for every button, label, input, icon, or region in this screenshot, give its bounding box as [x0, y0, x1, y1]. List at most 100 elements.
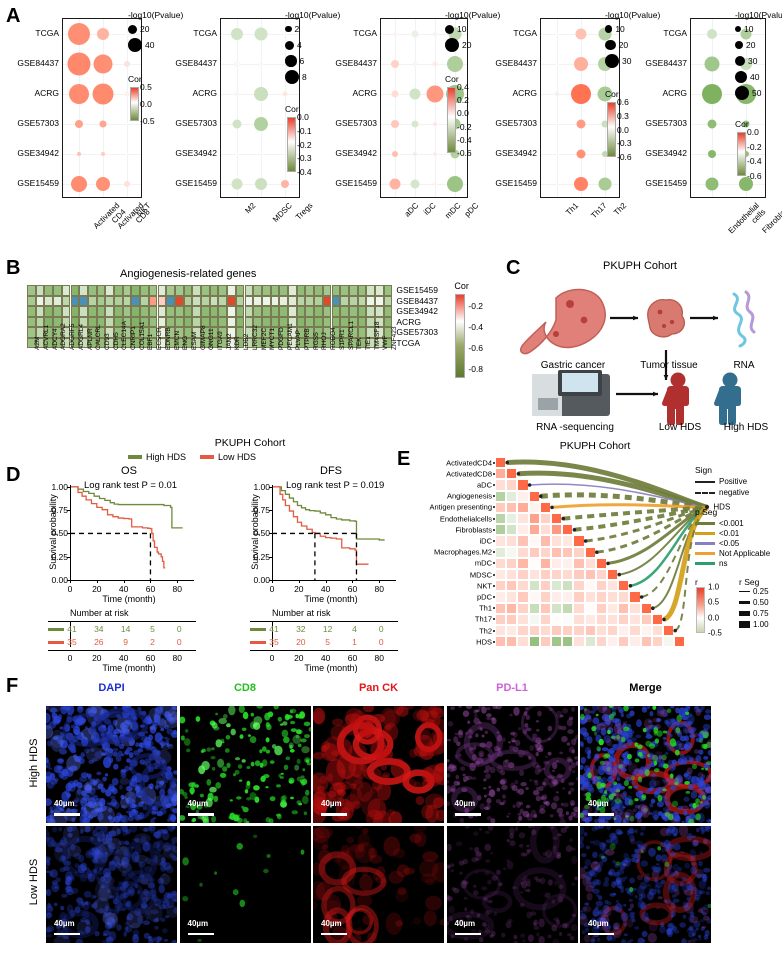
km-risk-x-tick: 40	[118, 653, 129, 663]
corr-matrix-cell	[495, 524, 507, 536]
heatmap-cell	[235, 327, 245, 338]
pvalue-legend-value: 10	[615, 24, 625, 34]
corr-matrix-cell	[528, 490, 540, 502]
corr-matrix-cell	[551, 602, 563, 614]
pseg-legend-swatch	[695, 532, 715, 535]
corr-matrix-cell	[663, 625, 675, 637]
dotplot-row-label: TCGA	[193, 28, 217, 38]
heatmap-cell	[261, 327, 271, 338]
heatmap-cell	[44, 285, 54, 296]
corr-matrix-cell	[506, 569, 518, 581]
pvalue-legend-dot	[605, 39, 616, 51]
cor-colorbar	[607, 102, 616, 157]
km-pvalue: Log rank test P = 0.019	[286, 480, 385, 491]
rseg-legend-swatch	[739, 610, 750, 617]
dotplot-dot	[101, 152, 105, 156]
dotplot-dot	[234, 91, 240, 97]
dotplot-dot	[125, 32, 129, 36]
km-legend-swatch	[128, 455, 142, 459]
dotplot-dot	[232, 119, 242, 129]
pseg-legend-label: <0.01	[719, 529, 740, 538]
heatmap-cell	[383, 337, 393, 348]
panel-f-column-header: Pan CK	[358, 682, 399, 694]
km-risk-group-swatch	[48, 628, 64, 631]
km-x-tick: 80	[172, 584, 182, 594]
cor-legend-tick: -0.5	[140, 116, 155, 126]
heatmap-cell	[140, 295, 149, 306]
heatmap-cell	[270, 327, 280, 338]
corr-matrix-cell	[595, 625, 607, 637]
pvalue-legend-dot	[735, 26, 741, 32]
heatmap-cell	[218, 285, 228, 296]
km-x-tickmark	[96, 580, 98, 583]
panel-e: E PKUPH Cohort ActivatedCD4 ActivatedCD8 a…	[395, 435, 782, 675]
heatmap-cell	[383, 285, 393, 296]
km-y-label: Survival probability	[250, 493, 260, 570]
heatmap-gene-label: ACVRL1	[43, 324, 51, 350]
corr-matrix-row-tick	[492, 517, 495, 520]
corr-matrix-cell	[539, 580, 551, 592]
rseg-legend-item: 1.00	[739, 620, 769, 629]
corr-matrix-row-tick	[492, 640, 495, 643]
dotplot-row-label: GSE84437	[175, 58, 217, 68]
corr-hds-node	[705, 505, 710, 510]
heatmap-cell	[235, 337, 245, 348]
heatmap-cell	[87, 327, 97, 338]
dotplot-dot	[742, 120, 750, 128]
pseg-legend-item: <0.001	[695, 519, 744, 528]
corr-matrix-cell	[495, 546, 507, 558]
km-risk-value: 0	[378, 624, 384, 634]
cor-legend-title: Cor	[735, 119, 749, 129]
dotplot-dot	[432, 31, 438, 37]
km-y-tickmark	[67, 533, 70, 535]
corr-matrix-row-tick	[492, 528, 495, 531]
panel-b: B Angiogenesis-related genes GSE15459 GSE…	[0, 252, 500, 437]
corr-matrix-cell	[539, 591, 551, 603]
heatmap-cell	[27, 337, 36, 348]
dotplot-dot	[284, 153, 286, 155]
corr-matrix-cell	[562, 613, 574, 625]
km-y-tick: 0.00	[253, 575, 270, 585]
dotplot-dot	[554, 91, 560, 97]
dotplot-row-label: GSE57303	[335, 118, 377, 128]
cor-colorbar	[737, 132, 746, 176]
pseg-legend-swatch	[695, 552, 715, 555]
heatmap-cell	[305, 306, 315, 317]
heatmap-cell	[305, 337, 315, 348]
dotplot-dot	[75, 120, 83, 128]
corr-matrix-cell	[640, 602, 652, 614]
corr-matrix-row-label: MDSC	[469, 570, 492, 580]
panel-f-image: 40µm	[179, 825, 311, 943]
panel-f-column-header: DAPI	[98, 682, 125, 694]
scale-bar-label: 40µm	[187, 799, 209, 808]
corr-matrix-cell	[595, 591, 607, 603]
heatmap-cell	[105, 316, 114, 327]
corr-matrix-cell	[551, 557, 563, 569]
heatmap-cell	[375, 295, 384, 306]
heatmap-gene-label: ZNF423	[391, 326, 399, 350]
heatmap-cell	[174, 295, 184, 306]
scale-bar	[54, 813, 80, 816]
km-y-tickmark	[67, 556, 70, 558]
dotplot-dot	[556, 153, 558, 155]
dotplot-dot	[231, 28, 243, 40]
dotplot-dot	[555, 32, 559, 36]
heatmap-cell	[131, 285, 141, 296]
dotplot-row-label: TCGA	[663, 28, 687, 38]
heatmap-cell	[209, 295, 219, 306]
heatmap-cell	[305, 316, 315, 327]
heatmap-cell	[209, 316, 219, 327]
km-legend-item: High HDS	[128, 452, 186, 462]
dotplot-dot	[556, 183, 558, 185]
heatmap-cell	[166, 285, 175, 296]
dotplot-panel	[690, 18, 766, 198]
km-y-tick: 0.25	[253, 551, 270, 562]
corr-matrix-cell	[517, 636, 529, 648]
km-risk-bottom-border	[250, 650, 398, 652]
heatmap-gene-label: APLNR	[86, 328, 94, 350]
heatmap-cell	[209, 337, 219, 348]
km-risk-value: 0	[378, 637, 384, 647]
heatmap-cell	[131, 327, 141, 338]
heatmap-cell	[148, 337, 158, 348]
cor-colorbar	[447, 87, 456, 153]
